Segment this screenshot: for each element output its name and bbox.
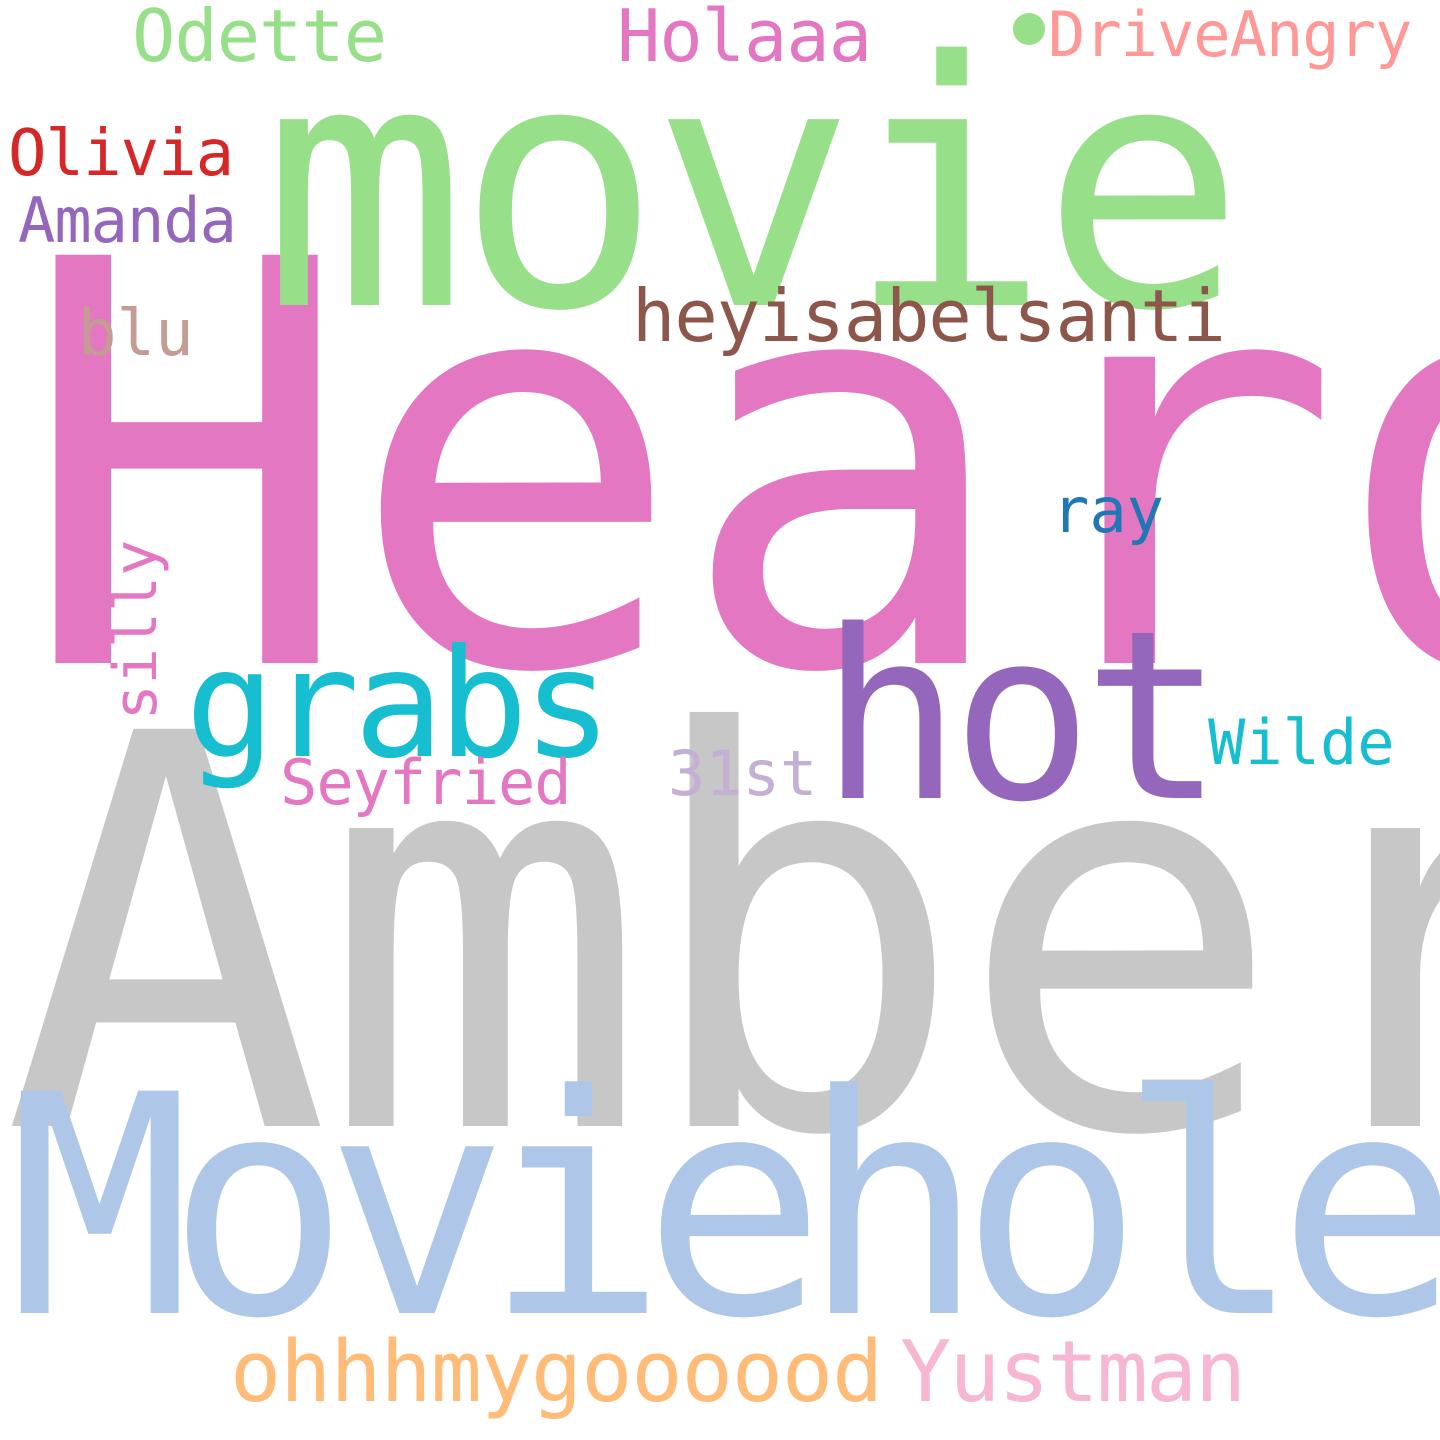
word-heard: Heard xyxy=(18,144,1440,796)
word-hot: hot xyxy=(820,581,1224,854)
word-yustman: Yustman xyxy=(900,1323,1246,1422)
word-heyisabelsanti: heyisabelsanti xyxy=(632,274,1226,358)
word-silly-vertical: silly xyxy=(101,539,171,721)
word-grabs: grabs xyxy=(185,618,613,792)
word-driveangry: DriveAngry xyxy=(1048,0,1412,71)
word-odette: Odette xyxy=(132,0,387,78)
word-olivia: Olivia xyxy=(8,117,234,191)
word-movie: movie xyxy=(262,0,1245,386)
word-wilde: Wilde xyxy=(1208,706,1395,779)
word-ohhhmygoooood: ohhhmygoooood xyxy=(230,1323,883,1422)
word-31st: 31st xyxy=(668,737,818,810)
word-blu: blu xyxy=(78,297,194,371)
word-ray: ray xyxy=(1052,474,1164,547)
word-amber: Amber xyxy=(2,620,1440,1255)
word-seyfried: Seyfried xyxy=(280,746,572,819)
word-amanda: Amanda xyxy=(18,184,237,257)
decorative-dot xyxy=(1013,13,1045,45)
word-moviehole: Moviehole xyxy=(8,1030,1440,1385)
word-holaaa: Holaaa xyxy=(617,0,872,78)
